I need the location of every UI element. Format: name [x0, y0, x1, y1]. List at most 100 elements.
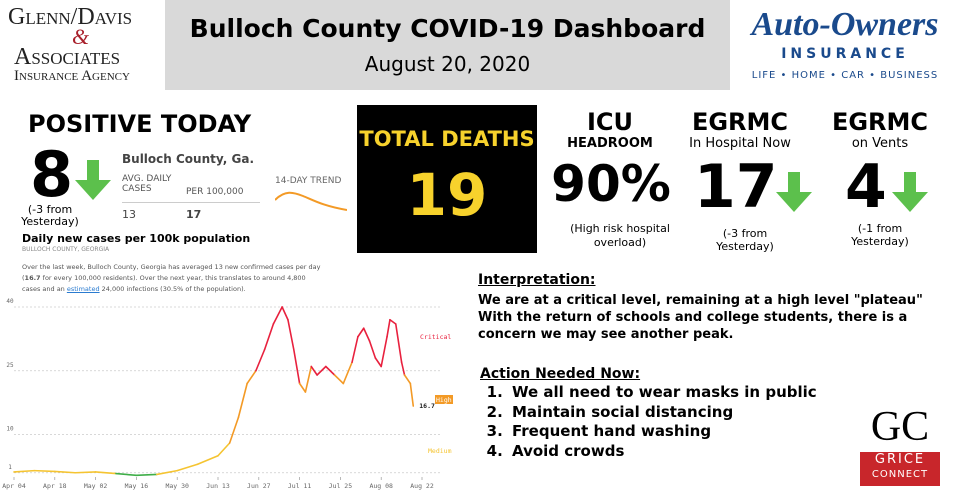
level-tag — [435, 395, 453, 404]
line-segment — [333, 374, 345, 385]
x-tick-label: Apr 04 — [2, 482, 26, 490]
line-segment — [362, 327, 371, 342]
x-tick-label: May 16 — [125, 482, 149, 490]
line-segment — [53, 470, 76, 474]
widget-caption: Daily new cases per 100k population — [22, 232, 251, 245]
line-segment — [287, 318, 295, 351]
note: 16.7 — [24, 274, 41, 282]
line-segment — [94, 471, 117, 475]
widget-col2: PER 100,000 — [186, 187, 244, 197]
x-tick-label: Jun 27 — [247, 482, 271, 490]
action-item: Avoid crowds — [508, 442, 817, 462]
action-item: Maintain social distancing — [508, 403, 817, 423]
positive-change: (-3 from Yesterday) — [21, 203, 79, 228]
line-segment — [292, 348, 301, 385]
line-segment — [304, 365, 313, 393]
line-segment — [196, 454, 219, 466]
line-segment — [409, 382, 415, 407]
note: for every 100,000 residents). Over the n… — [22, 274, 306, 293]
line-segment — [374, 357, 383, 368]
line-segment — [310, 365, 318, 376]
logo-band: GRICE CONNECT — [860, 452, 940, 486]
line-segment — [342, 361, 353, 385]
cases-chart: 1 10 25 40 Apr 04 Apr 18 May 02 May 16 May 30 Jun… — [2, 298, 453, 490]
line-segment — [263, 323, 275, 351]
line-segment — [13, 469, 36, 473]
deaths-label: TOTAL DEATHS — [359, 127, 535, 151]
x-tick-label: Aug 22 — [410, 482, 434, 490]
line-segment — [272, 306, 283, 325]
vents-value: 4 — [845, 152, 887, 222]
x-tick-label: May 02 — [84, 482, 108, 490]
vents-subtitle: on Vents — [851, 136, 909, 151]
actions-list: We all need to wear masks in publicMaint… — [478, 383, 817, 461]
logo-name: Auto-Owners — [751, 6, 939, 43]
widget-v2: 17 — [186, 208, 202, 221]
right-logo: Auto-Owners INSURANCE LIFE • HOME • CAR … — [730, 0, 960, 90]
y-tick-label: 25 — [6, 362, 14, 369]
hospital-title: EGRMC — [691, 108, 789, 136]
logo-text: Insurance Agency — [14, 68, 130, 84]
widget-county: Bulloch County, Ga. — [122, 152, 254, 166]
deaths-box: TOTAL DEATHS 19 — [357, 105, 537, 253]
interpretation-heading: Interpretation: — [478, 272, 596, 288]
hospital-change: (-3 from Yesterday) — [716, 227, 774, 253]
icu-subtitle: HEADROOM — [567, 136, 653, 151]
positive-value: 8 — [30, 138, 74, 211]
level-label: High — [436, 396, 452, 404]
line-segment — [237, 382, 248, 419]
logo-text: Associates — [14, 44, 121, 70]
deaths-value: 19 — [406, 161, 488, 229]
x-tick-label: Jun 13 — [206, 482, 230, 490]
last-value-label: 16.7 — [419, 402, 435, 410]
footer-logo: GC GRICE CONNECT — [860, 404, 940, 486]
line-segment — [380, 335, 388, 368]
note: 24,000 infections (30.5% of the populati… — [99, 285, 246, 293]
line-segment — [281, 306, 289, 321]
icu-value: 90% — [551, 155, 671, 213]
header-band: Bulloch County COVID-19 Dashboard August… — [165, 0, 730, 90]
line-segment — [74, 471, 97, 474]
line-segment — [386, 318, 391, 338]
logo-text: Glenn/Davis — [8, 4, 133, 30]
x-tick-label: May 30 — [165, 482, 189, 490]
logo-tagline: LIFE • HOME • CAR • BUSINESS — [751, 70, 939, 81]
logo-mark: GC — [870, 404, 930, 450]
line-segment — [217, 442, 231, 457]
line-segment — [33, 469, 56, 473]
line-segment — [228, 416, 240, 444]
action-item: We all need to wear masks in public — [508, 383, 817, 403]
divider — [122, 202, 260, 203]
icu-title: ICU — [586, 108, 634, 136]
line-segment — [135, 473, 158, 477]
vents-title: EGRMC — [831, 108, 929, 136]
icu-note: (High risk hospital overload) — [570, 222, 670, 249]
logo-sub: INSURANCE — [781, 46, 909, 62]
line-segment — [255, 348, 266, 372]
line-segment — [298, 382, 307, 393]
x-tick-label: Jul 11 — [288, 482, 312, 490]
logo-text: CONNECT — [871, 469, 929, 480]
logo-amp: & — [72, 24, 90, 49]
y-tick-label: 40 — [6, 298, 14, 305]
note-link[interactable]: estimated — [66, 285, 100, 293]
line-segment — [357, 327, 365, 338]
logo-text: GRICE — [874, 452, 926, 467]
hospital-value: 17 — [694, 152, 778, 222]
y-tick-label: 1 — [8, 464, 12, 471]
line-segment — [368, 340, 377, 359]
line-segment — [389, 318, 397, 325]
note: Over the last week, Bulloch County, Geor… — [22, 263, 321, 282]
line-segment — [316, 365, 327, 376]
line-segment — [394, 323, 403, 364]
line-segment — [400, 361, 406, 376]
trend-sparkline — [275, 191, 347, 211]
line-segment — [351, 335, 359, 364]
widget-source: BULLOCH COUNTY, GEORGIA — [22, 246, 110, 253]
widget-col1: AVG. DAILY CASES — [122, 174, 172, 194]
line-segment — [156, 469, 178, 476]
line-segment — [325, 365, 336, 376]
vents-change: (-1 from Yesterday) — [851, 222, 909, 248]
widget-note: Over the last week, Bulloch County, Geor… — [22, 262, 322, 295]
positive-heading: POSITIVE TODAY — [28, 110, 252, 138]
